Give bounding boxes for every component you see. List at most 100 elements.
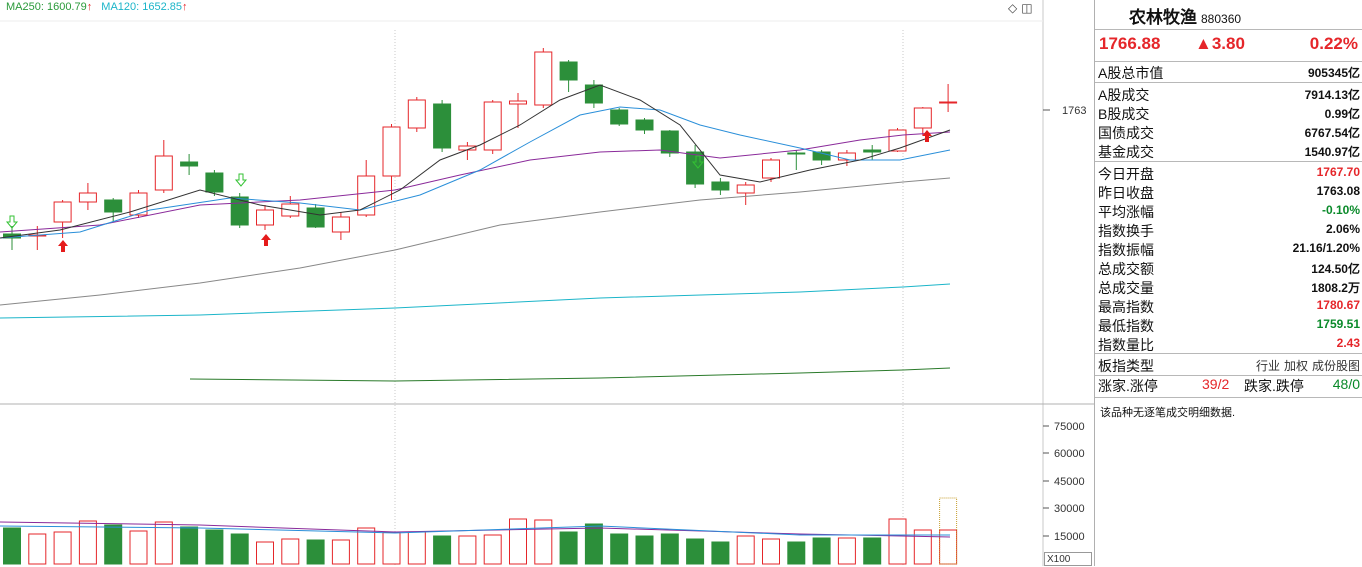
volume-bar: [660, 533, 679, 565]
candle-body: [736, 184, 755, 194]
candle-body: [205, 172, 224, 193]
stat-value: 1780.67: [1316, 298, 1360, 312]
ma250-value: MA250: 1600.79: [6, 1, 87, 13]
stat-label: 国债成交: [1098, 125, 1154, 141]
volume-bar: [888, 518, 907, 565]
stat-label: 指数量比: [1098, 337, 1154, 353]
last-price: 1766.88: [1099, 34, 1161, 53]
candle-body: [787, 152, 806, 155]
stat-label: 基金成交: [1098, 144, 1154, 160]
volume-bar: [180, 526, 199, 565]
candle-body: [382, 126, 401, 177]
volume-bar: [78, 520, 97, 565]
candle-body: [78, 192, 97, 203]
volume-projection: [939, 497, 958, 565]
stat-label: 昨日收盘: [1098, 185, 1154, 201]
candle-body: [180, 161, 199, 167]
buy-signal-icon: [261, 234, 271, 246]
candle-body: [306, 207, 325, 228]
stat-row: 今日开盘 1767.70: [1098, 163, 1362, 182]
stat-label: 总成交量: [1098, 280, 1154, 296]
volume-axis-label: 45000: [1054, 476, 1085, 488]
volume-bar: [534, 519, 553, 565]
stat-row: 指数振幅 21.16/1.20%: [1098, 239, 1362, 258]
candle-body: [686, 151, 705, 185]
volume-multiplier: X100: [1044, 552, 1092, 566]
ma60-line: [0, 177, 951, 306]
index-type-option[interactable]: 加权: [1283, 359, 1308, 373]
divider: [1095, 375, 1362, 376]
volume-bar: [433, 535, 452, 565]
candle-body: [762, 159, 780, 179]
stat-label: B股成交: [1098, 106, 1150, 122]
candle-body: [888, 129, 907, 152]
stat-value: 1767.70: [1316, 165, 1360, 179]
volume-bar: [812, 537, 831, 565]
candle-body: [837, 152, 856, 161]
candle-body: [256, 209, 274, 226]
stat-row: 国债成交 6767.54亿: [1098, 122, 1362, 141]
candle-body: [53, 201, 72, 223]
decliners-value: 48/0: [1332, 376, 1360, 392]
volume-bar: [205, 529, 224, 565]
stat-row: 基金成交 1540.97亿: [1098, 141, 1362, 160]
volume-bar: [28, 533, 47, 565]
volume-axis-label: 60000: [1054, 448, 1085, 460]
candle-body: [812, 151, 831, 161]
ma20-line: [0, 131, 951, 233]
volume-bar: [3, 527, 21, 565]
ma120-up-arrow-icon: ↑: [182, 1, 188, 13]
index-type-option[interactable]: 行业: [1255, 359, 1280, 373]
stat-label: A股总市值: [1098, 65, 1164, 81]
diamond-icon[interactable]: ◇: [1008, 1, 1018, 15]
ma10-line: [0, 106, 951, 239]
volume-ma-line: [0, 525, 950, 536]
stat-value: 1540.97亿: [1304, 145, 1360, 159]
divider: [1095, 61, 1362, 62]
ma5-line: [0, 84, 951, 239]
stat-value: 2.06%: [1325, 222, 1360, 236]
volume-bar: [913, 529, 932, 565]
stat-value: 124.50亿: [1311, 262, 1360, 276]
window-icon[interactable]: ◫: [1021, 1, 1033, 15]
stat-label: 最高指数: [1098, 299, 1154, 315]
ma120-line: [0, 283, 951, 319]
kline-chart[interactable]: 1763 75000 60000 45000 30000 15000: [0, 0, 1094, 566]
stat-value: 0.99亿: [1324, 107, 1360, 121]
volume-bar: [458, 535, 477, 565]
volume-bar: [584, 523, 603, 565]
divider: [1095, 397, 1362, 398]
candle-body: [331, 216, 350, 233]
stat-row: 昨日收盘 1763.08: [1098, 182, 1362, 201]
candle-body: [939, 101, 958, 104]
stat-value: 1763.08: [1316, 184, 1360, 198]
tick-data-note: 该品种无逐笔成交明细数据.: [1100, 407, 1236, 419]
stat-label: 平均涨幅: [1098, 204, 1154, 220]
volume-bar: [331, 539, 350, 565]
stat-value: 1759.51: [1316, 317, 1360, 331]
volume-bar: [256, 541, 274, 565]
candle-body: [129, 192, 148, 216]
stat-row: 指数量比 2.43: [1098, 334, 1362, 353]
stat-row: 最高指数 1780.67: [1098, 296, 1362, 315]
index-type-option[interactable]: 成份股图: [1311, 359, 1360, 373]
candle-body: [635, 119, 654, 131]
stat-value: 6767.54亿: [1304, 126, 1360, 140]
volume-bar: [104, 524, 123, 565]
volume-axis-label: 15000: [1054, 531, 1085, 543]
divider: [1095, 29, 1362, 30]
quote-panel: 农林牧渔 880360 1766.88 ▲3.80 0.22% A股总市值 905…: [1094, 0, 1362, 566]
stat-value: 7914.13亿: [1304, 88, 1360, 102]
volume-bar: [736, 535, 755, 565]
divider: [1095, 82, 1362, 83]
stat-row: B股成交 0.99亿: [1098, 103, 1362, 122]
candle-body: [509, 100, 527, 105]
volume-bar: [610, 533, 629, 565]
stat-value: 2.43: [1336, 336, 1360, 350]
price-change-pct: 0.22%: [1309, 34, 1358, 53]
candle-body: [584, 84, 603, 104]
divider: [1095, 161, 1362, 162]
candle-body: [104, 199, 123, 213]
candle-body: [230, 196, 249, 226]
